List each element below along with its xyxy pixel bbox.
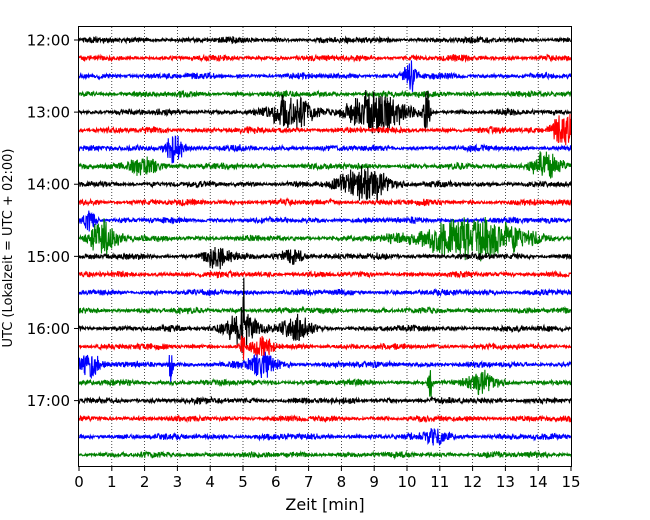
trace-1645 [78, 369, 572, 397]
x-tick-label-6: 6 [271, 473, 281, 491]
trace-group [78, 35, 572, 460]
y-tick-label-1200: 12:00 [27, 32, 70, 50]
trace-1300 [78, 90, 572, 134]
y-tick-label-1600: 16:00 [27, 320, 70, 338]
x-tick-label-8: 8 [337, 473, 347, 491]
trace-1445 [78, 217, 572, 262]
trace-1630 [78, 351, 572, 383]
trace-1600 [78, 277, 572, 354]
x-tick-label-11: 11 [430, 473, 449, 491]
x-tick-label-14: 14 [529, 473, 548, 491]
trace-1430 [78, 210, 572, 232]
x-tick-label-9: 9 [369, 473, 379, 491]
trace-1215 [78, 53, 572, 64]
trace-1245 [78, 89, 572, 99]
trace-1345 [78, 151, 572, 179]
trace-1230 [78, 60, 572, 92]
x-tick-label-5: 5 [238, 473, 248, 491]
y-tick-label-1700: 17:00 [27, 392, 70, 410]
y-tick-label-1300: 13:00 [27, 104, 70, 122]
y-axis-label: UTC (Lokalzeit = UTC + 02:00) [1, 149, 16, 348]
x-axis: 0 1 2 3 4 5 6 7 8 9 10 11 12 13 14 15 [74, 466, 581, 491]
x-tick-label-2: 2 [140, 473, 150, 491]
x-tick-label-10: 10 [397, 473, 416, 491]
y-tick-label-1400: 14:00 [27, 176, 70, 194]
trace-1730 [78, 428, 572, 446]
trace-1400 [78, 165, 572, 202]
trace-1615 [78, 335, 572, 361]
trace-1545 [78, 305, 572, 315]
trace-1500 [78, 246, 572, 270]
plot-frame [78, 26, 572, 467]
x-axis-label: Zeit [min] [285, 495, 364, 514]
trace-1745 [78, 450, 572, 460]
trace-1315 [78, 114, 572, 146]
trace-1530 [78, 287, 572, 298]
x-tick-label-4: 4 [205, 473, 215, 491]
x-tick-label-13: 13 [496, 473, 515, 491]
x-tick-label-15: 15 [561, 473, 580, 491]
trace-1515 [78, 269, 572, 279]
x-tick-label-7: 7 [304, 473, 314, 491]
y-axis: 12:00 13:00 14:00 15:00 16:00 17:00 [27, 32, 79, 410]
x-tick-label-12: 12 [463, 473, 482, 491]
trace-1700 [78, 395, 572, 406]
trace-1415 [78, 196, 572, 207]
x-tick-label-1: 1 [107, 473, 117, 491]
trace-1715 [78, 414, 572, 424]
trace-1330 [78, 135, 572, 164]
y-tick-label-1500: 15:00 [27, 248, 70, 266]
x-tick-label-0: 0 [74, 473, 84, 491]
trace-1200 [78, 35, 572, 45]
x-tick-label-3: 3 [173, 473, 183, 491]
